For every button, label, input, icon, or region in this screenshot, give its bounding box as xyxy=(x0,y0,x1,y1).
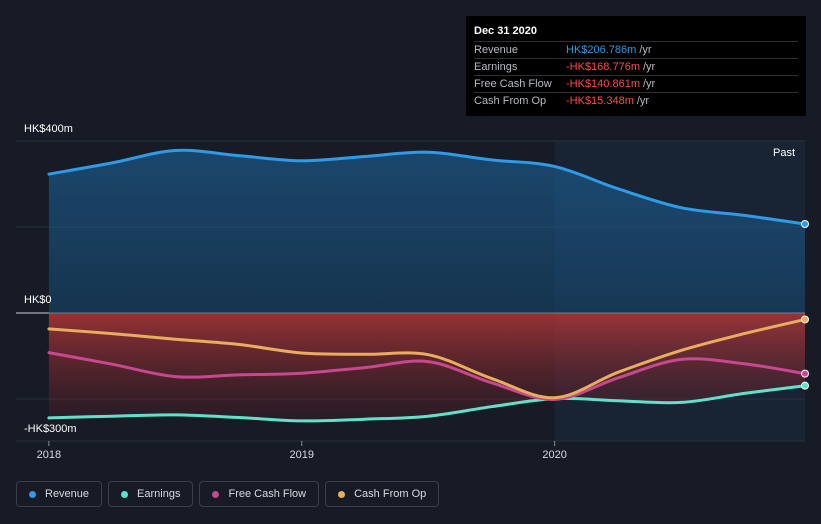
legend-dot-icon xyxy=(212,490,220,498)
legend-dot-icon xyxy=(121,490,129,498)
x-tick-label-2018: 2018 xyxy=(37,449,61,461)
x-tick-label-2020: 2020 xyxy=(542,449,566,461)
y-tick-label-zero: HK$0 xyxy=(24,294,52,306)
cash-from-op-line xyxy=(47,317,807,400)
tooltip-row-earnings: Earnings -HK$168.776m/yr xyxy=(474,58,798,75)
tooltip-row-name: Free Cash Flow xyxy=(474,78,552,90)
tooltip-row-unit: /yr xyxy=(639,44,652,56)
tooltip-row-unit: /yr xyxy=(643,78,656,90)
legend-label: Revenue xyxy=(45,488,90,500)
x-axis-ticks: 2018 2019 2020 xyxy=(37,441,567,461)
tooltip-rows: Revenue HK$206.786m/yr Earnings -HK$168.776… xyxy=(474,41,798,109)
revenue-line xyxy=(47,148,807,226)
chart-areas xyxy=(48,150,805,421)
chart-lines xyxy=(47,148,807,423)
tooltip-row-unit: /yr xyxy=(636,95,650,107)
earnings-line xyxy=(47,384,807,423)
tooltip-row-unit: /yr xyxy=(643,61,656,73)
legend-dot-icon xyxy=(29,490,36,498)
data-tooltip: Dec 31 2020 Revenue HK$206.786m/yr Earning… xyxy=(466,16,806,116)
legend-item-free-cash-flow[interactable]: Free Cash Flow xyxy=(199,481,320,507)
y-tick-label-top: HK$400m xyxy=(24,123,73,135)
past-label: Past xyxy=(773,147,796,159)
legend-item-cash-from-op[interactable]: Cash From Op xyxy=(325,481,440,507)
tooltip-row-revenue: Revenue HK$206.786m/yr xyxy=(474,41,798,58)
tooltip-row-name: Cash From Op xyxy=(474,95,547,107)
chart-end-points xyxy=(801,219,809,390)
tooltip-row-cash-from-op: Cash From Op -HK$15.348m/yr xyxy=(474,92,798,109)
legend-item-earnings[interactable]: Earnings xyxy=(108,481,194,507)
revenue-area xyxy=(48,150,805,313)
revenue-end-point xyxy=(801,219,809,228)
free-cash-flow-line xyxy=(47,351,807,401)
legend-label: Cash From Op xyxy=(354,488,427,500)
earnings-end-point xyxy=(801,381,809,390)
tooltip-row-value: HK$206.786m xyxy=(566,44,637,56)
tooltip-row-name: Earnings xyxy=(474,61,518,73)
tooltip-row-name: Revenue xyxy=(474,44,519,56)
x-tick-label-2019: 2019 xyxy=(290,449,314,461)
legend-label: Earnings xyxy=(137,488,181,500)
tooltip-row-value: -HK$15.348m xyxy=(566,95,634,107)
y-tick-label-bottom: -HK$300m xyxy=(24,423,77,435)
cash-from-op-end-point xyxy=(801,315,809,324)
legend-dot-icon xyxy=(338,490,346,498)
tooltip-date: Dec 31 2020 xyxy=(474,25,537,37)
negative-area xyxy=(48,313,805,421)
tooltip-row-free-cash-flow: Free Cash Flow -HK$140.861m/yr xyxy=(474,75,798,92)
free-cash-flow-end-point xyxy=(801,369,809,378)
tooltip-row-value: -HK$168.776m xyxy=(566,61,640,73)
legend-item-revenue[interactable]: Revenue xyxy=(16,481,103,507)
chart-legend: Revenue Earnings Free Cash Flow Cash From O… xyxy=(16,481,440,507)
legend-label: Free Cash Flow xyxy=(228,488,307,500)
tooltip-row-value: -HK$140.861m xyxy=(566,78,640,90)
